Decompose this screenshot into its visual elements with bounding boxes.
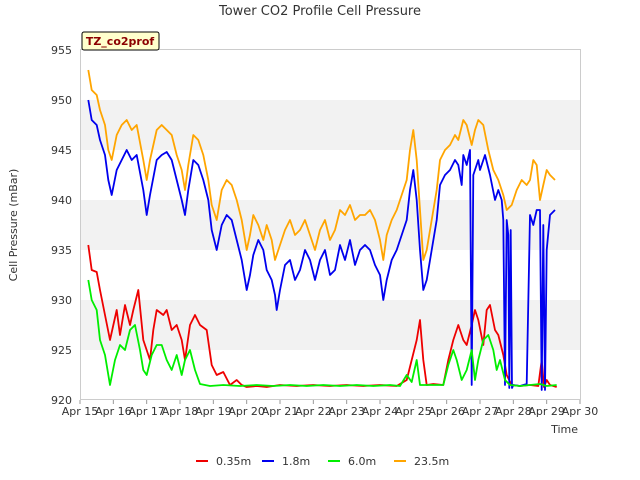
x-tick-label: Apr 18 bbox=[162, 405, 199, 418]
legend-label: 23.5m bbox=[414, 455, 449, 468]
legend: 0.35m 1.8m 6.0m 23.5m bbox=[196, 455, 449, 468]
site-tag-label: TZ_co2prof bbox=[86, 35, 155, 48]
x-axis-label: Time bbox=[550, 423, 578, 436]
x-tick-label: Apr 17 bbox=[128, 405, 165, 418]
x-tick-label: Apr 21 bbox=[262, 405, 299, 418]
x-tick-label: Apr 30 bbox=[562, 405, 599, 418]
series-lines bbox=[87, 69, 557, 391]
legend-label: 0.35m bbox=[216, 455, 251, 468]
grid-band bbox=[80, 100, 580, 150]
chart-title: Tower CO2 Profile Cell Pressure bbox=[218, 4, 421, 19]
series-line-6.0m bbox=[87, 279, 557, 387]
y-axis: 920 925 930 935 940 945 950 955 bbox=[51, 44, 72, 407]
site-tag-box bbox=[81, 31, 160, 51]
y-tick-label: 920 bbox=[51, 394, 72, 407]
x-tick-label: Apr 16 bbox=[95, 405, 132, 418]
x-tick-label: Apr 28 bbox=[495, 405, 532, 418]
y-tick-label: 940 bbox=[51, 194, 72, 207]
x-tick-label: Apr 22 bbox=[295, 405, 332, 418]
series-line-1.8m bbox=[87, 99, 556, 391]
y-tick-label: 945 bbox=[51, 144, 72, 157]
site-tag: TZ_co2prof bbox=[81, 31, 160, 51]
x-tick-label: Apr 29 bbox=[528, 405, 565, 418]
y-tick-label: 955 bbox=[51, 44, 72, 57]
grid-bands bbox=[80, 100, 580, 350]
x-tick-label: Apr 15 bbox=[62, 405, 99, 418]
y-axis-label: Cell Pressure (mBar) bbox=[7, 169, 20, 282]
x-tick-label: Apr 27 bbox=[462, 405, 499, 418]
x-tick-label: Apr 26 bbox=[428, 405, 465, 418]
grid-band bbox=[80, 200, 580, 250]
x-tick-label: Apr 25 bbox=[395, 405, 432, 418]
x-tick-label: Apr 19 bbox=[195, 405, 232, 418]
plot-area-frame bbox=[80, 49, 581, 400]
series-line-23.5m bbox=[87, 69, 556, 261]
legend-label: 1.8m bbox=[282, 455, 310, 468]
y-tick-label: 935 bbox=[51, 244, 72, 257]
y-tick-label: 930 bbox=[51, 294, 72, 307]
x-tick-label: Apr 24 bbox=[362, 405, 399, 418]
grid-band bbox=[80, 300, 580, 350]
y-tick-label: 925 bbox=[51, 344, 72, 357]
y-tick-label: 950 bbox=[51, 94, 72, 107]
x-tick-label: Apr 23 bbox=[328, 405, 365, 418]
x-tick-label: Apr 20 bbox=[228, 405, 265, 418]
legend-label: 6.0m bbox=[348, 455, 376, 468]
